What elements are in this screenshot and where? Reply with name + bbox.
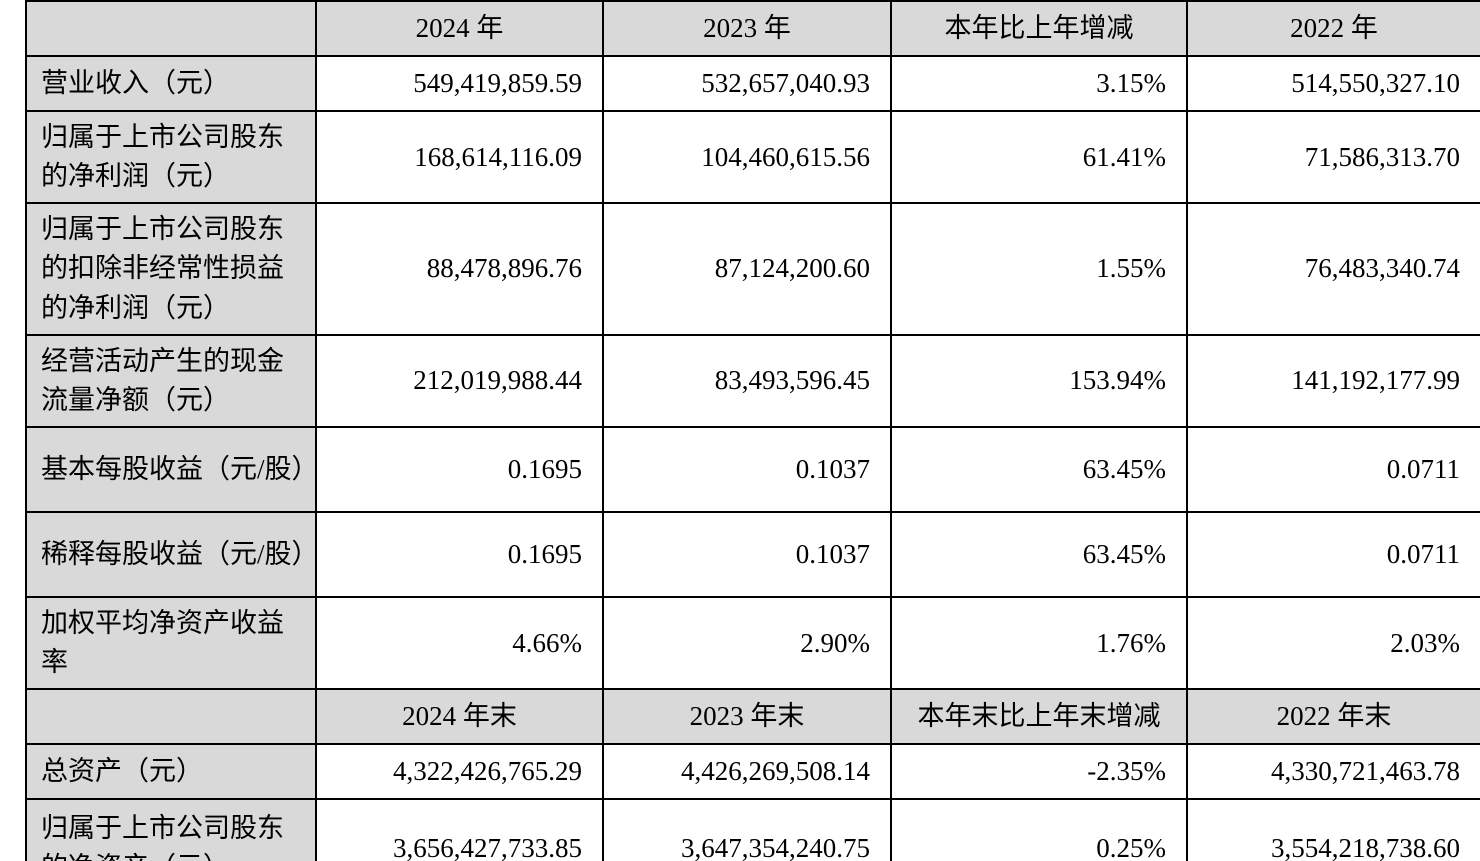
cell-value: 61.41% — [890, 109, 1188, 205]
row-label: 总资产（元） — [25, 743, 317, 801]
cell-value: 153.94% — [890, 333, 1188, 428]
cell-value: 87,124,200.60 — [602, 202, 892, 336]
column-header-2023-end: 2023 年末 — [602, 688, 892, 746]
column-header-2024-end: 2024 年末 — [315, 688, 604, 746]
table-row-diluted-eps: 稀释每股收益（元/股） 0.1695 0.1037 63.45% 0.0711 — [25, 510, 1480, 598]
cell-value: 88,478,896.76 — [315, 202, 604, 336]
row-label: 归属于上市公司股东的净资产（元） — [25, 798, 317, 861]
column-header-2023: 2023 年 — [602, 0, 892, 57]
cell-value: 532,657,040.93 — [602, 55, 892, 112]
cell-value: 76,483,340.74 — [1186, 202, 1480, 336]
cell-value: 3,647,354,240.75 — [602, 798, 892, 861]
table-row-net-profit: 归属于上市公司股东的净利润（元） 168,614,116.09 104,460,… — [25, 109, 1480, 205]
cell-value: 0.0711 — [1186, 425, 1480, 513]
row-label: 稀释每股收益（元/股） — [25, 510, 317, 598]
annual-header-row: 2024 年 2023 年 本年比上年增减 2022 年 — [25, 0, 1480, 57]
row-label: 归属于上市公司股东的净利润（元） — [25, 109, 317, 205]
cell-value: 0.0711 — [1186, 510, 1480, 598]
cell-value: 0.1037 — [602, 510, 892, 598]
cell-value: 3,554,218,738.60 — [1186, 798, 1480, 861]
cell-value: 3,656,427,733.85 — [315, 798, 604, 861]
column-header-2022-end: 2022 年末 — [1186, 688, 1480, 746]
column-header-year-end-change: 本年末比上年末增减 — [890, 688, 1188, 746]
cell-value: 0.1037 — [602, 425, 892, 513]
cell-value: 141,192,177.99 — [1186, 333, 1480, 428]
cell-value: 4,426,269,508.14 — [602, 743, 892, 801]
cell-value: 212,019,988.44 — [315, 333, 604, 428]
cell-value: 514,550,327.10 — [1186, 55, 1480, 112]
cell-value: 1.76% — [890, 595, 1188, 691]
row-label: 归属于上市公司股东的扣除非经常性损益的净利润（元） — [25, 202, 317, 336]
table-row-net-profit-deducted: 归属于上市公司股东的扣除非经常性损益的净利润（元） 88,478,896.76 … — [25, 202, 1480, 336]
financial-summary-table: 2024 年 2023 年 本年比上年增减 2022 年 营业收入（元） 549… — [25, 0, 1480, 861]
row-label: 营业收入（元） — [25, 55, 317, 112]
table-row-operating-cash-flow: 经营活动产生的现金流量净额（元） 212,019,988.44 83,493,5… — [25, 333, 1480, 428]
cell-value: 83,493,596.45 — [602, 333, 892, 428]
column-header-2022: 2022 年 — [1186, 0, 1480, 57]
cell-value: 2.90% — [602, 595, 892, 691]
cell-value: 4,322,426,765.29 — [315, 743, 604, 801]
cell-value: 3.15% — [890, 55, 1188, 112]
cell-value: 63.45% — [890, 510, 1188, 598]
table-row-total-assets: 总资产（元） 4,322,426,765.29 4,426,269,508.14… — [25, 743, 1480, 801]
cell-value: 549,419,859.59 — [315, 55, 604, 112]
cell-value: 71,586,313.70 — [1186, 109, 1480, 205]
cell-value: 4,330,721,463.78 — [1186, 743, 1480, 801]
corner-cell — [25, 688, 317, 746]
row-label: 基本每股收益（元/股） — [25, 425, 317, 513]
cell-value: 0.1695 — [315, 510, 604, 598]
row-label: 加权平均净资产收益率 — [25, 595, 317, 691]
cell-value: 1.55% — [890, 202, 1188, 336]
table-row-revenue: 营业收入（元） 549,419,859.59 532,657,040.93 3.… — [25, 55, 1480, 112]
cell-value: 4.66% — [315, 595, 604, 691]
cell-value: 104,460,615.56 — [602, 109, 892, 205]
cell-value: 63.45% — [890, 425, 1188, 513]
cell-value: 2.03% — [1186, 595, 1480, 691]
table-row-weighted-roe: 加权平均净资产收益率 4.66% 2.90% 1.76% 2.03% — [25, 595, 1480, 691]
cell-value: 168,614,116.09 — [315, 109, 604, 205]
column-header-2024: 2024 年 — [315, 0, 604, 57]
column-header-yoy-change: 本年比上年增减 — [890, 0, 1188, 57]
row-label: 经营活动产生的现金流量净额（元） — [25, 333, 317, 428]
year-end-header-row: 2024 年末 2023 年末 本年末比上年末增减 2022 年末 — [25, 688, 1480, 746]
cell-value: -2.35% — [890, 743, 1188, 801]
table-row-net-assets: 归属于上市公司股东的净资产（元） 3,656,427,733.85 3,647,… — [25, 798, 1480, 861]
cell-value: 0.25% — [890, 798, 1188, 861]
table-row-basic-eps: 基本每股收益（元/股） 0.1695 0.1037 63.45% 0.0711 — [25, 425, 1480, 513]
cell-value: 0.1695 — [315, 425, 604, 513]
corner-cell — [25, 0, 317, 57]
